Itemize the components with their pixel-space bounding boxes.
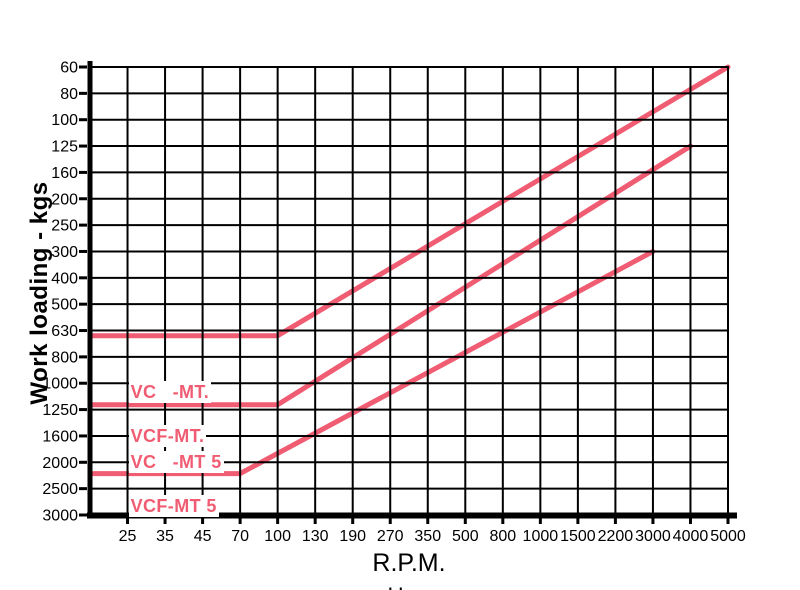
series-label-vc-mt: VC -MT. VCF-MT. [107,359,212,469]
series-label-vc-mt-line1: VC -MT. [128,381,212,403]
y-tick-label: 800 [51,349,78,366]
x-tick-label: 350 [414,528,441,545]
y-tick-label: 250 [51,218,78,235]
y-tick-label: 125 [51,139,78,156]
series-label-vc-mt-line2: VCF-MT. [128,425,207,447]
y-tick-label: 160 [51,165,78,182]
x-tick-label: 5000 [710,528,746,545]
series-label-vc-mt5: VC -MT 5 VCF-MT 5 [107,429,224,539]
y-tick-label: 3000 [42,508,78,525]
x-tick-label: 45 [194,528,212,545]
x-tick-label: 270 [377,528,404,545]
x-tick-label: 130 [302,528,329,545]
series-label-vc-mt5-line2: VCF-MT 5 [128,495,219,517]
x-axis-title: R.P.M. [372,549,446,577]
x-tick-label: 1500 [560,528,596,545]
y-tick-label: 200 [51,191,78,208]
x-tick-label: 35 [156,528,174,545]
x-tick-label: 800 [489,528,516,545]
y-tick-label: 1600 [42,428,78,445]
series-label-vc-mt5-line1: VC -MT 5 [128,451,224,473]
y-tick-label: 100 [51,112,78,129]
x-tick-label: 100 [264,528,291,545]
x-tick-label: 70 [231,528,249,545]
x-tick-label: 500 [452,528,479,545]
x-tick-label: 2200 [598,528,634,545]
y-tick-label: 300 [51,244,78,261]
y-tick-label: 400 [51,270,78,287]
y-tick-label: 1250 [42,402,78,419]
y-tick-label: 2500 [42,481,78,498]
y-tick-label: 630 [51,323,78,340]
series-upper-curve [87,64,731,339]
x-tick-label: 3000 [635,528,671,545]
x-tick-label: 4000 [673,528,709,545]
y-tick-label: 1000 [42,376,78,393]
y-tick-label: 2000 [42,455,78,472]
y-tick-label: 80 [60,86,78,103]
y-tick-label: 60 [60,60,78,77]
y-tick-label: 500 [51,297,78,314]
y-axis-title: Work loading - kgs [26,181,53,405]
x-tick-label: 190 [339,528,366,545]
x-tick-label: 1000 [523,528,559,545]
x-tick-label: 25 [119,528,137,545]
x-axis-subtitle-clipped: U.p.m. [320,583,520,590]
